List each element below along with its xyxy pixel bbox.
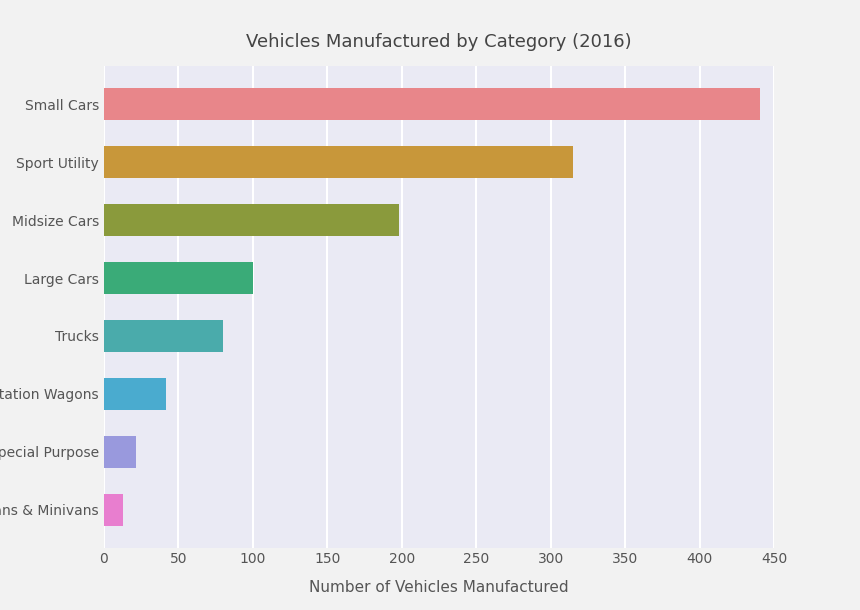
Bar bbox=[104, 88, 759, 120]
Bar bbox=[104, 436, 137, 468]
Bar bbox=[104, 378, 166, 410]
Bar bbox=[104, 493, 123, 526]
Bar bbox=[104, 146, 574, 178]
Bar bbox=[104, 262, 253, 294]
Title: Vehicles Manufactured by Category (2016): Vehicles Manufactured by Category (2016) bbox=[246, 33, 632, 51]
X-axis label: Number of Vehicles Manufactured: Number of Vehicles Manufactured bbox=[310, 580, 568, 595]
Bar bbox=[104, 320, 223, 352]
Bar bbox=[104, 204, 399, 236]
